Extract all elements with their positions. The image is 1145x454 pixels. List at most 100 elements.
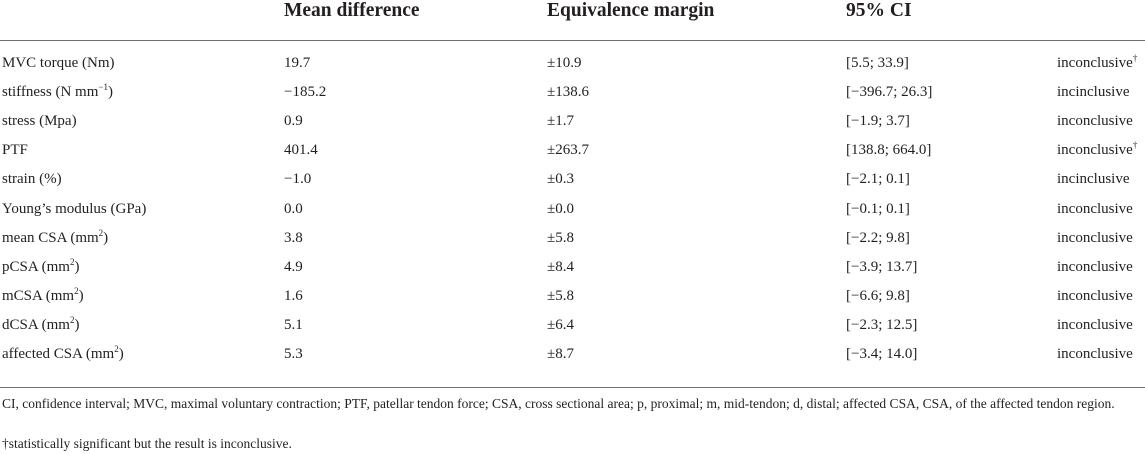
cell-ci: [−3.9; 13.7] [846,258,918,275]
cell-result: inconclusive† [1057,141,1137,159]
variable-label: stiffness (N mm [2,84,99,101]
cell-ci: [−2.2; 9.8] [846,229,910,246]
table-row: stiffness (N mm−1) −185.2 ±138.6 [−396.7; 2… [0,83,1145,112]
cell-result: inconclusive† [1057,54,1137,72]
unit-close: ) [74,316,80,333]
cell-variable: Young’s modulus (GPa) [2,200,146,218]
cell-variable: mean CSA (mm2) [2,227,109,247]
variable-label: stress (Mpa) [2,113,77,130]
variable-label: dCSA (mm [2,316,70,333]
cell-equivalence-margin: ±5.8 [547,229,574,246]
variable-label: strain (%) [2,171,62,188]
unit-close: ) [118,346,124,362]
table-row: PTF 401.4 ±263.7 [138.8; 664.0] inconclusive… [0,141,1145,170]
unit-superscript: 2 [114,344,119,354]
cell-ci: [−3.4; 14.0] [846,346,918,362]
dagger-text: statistically significant but the result… [8,436,292,451]
header-rule [0,40,1145,41]
cell-variable: pCSA (mm2) [2,256,80,276]
result-label: inconclusive [1057,113,1133,130]
cell-result: inconclusive [1057,200,1133,218]
cell-variable: stiffness (N mm−1) [2,83,113,101]
table-row: MVC torque (Nm) 19.7 ±10.9 [5.5; 33.9] incon… [0,54,1145,83]
result-label: inconclusive [1057,55,1133,71]
cell-result: inconclusive [1057,316,1133,334]
cell-result: inconclusive [1057,287,1133,305]
cell-equivalence-margin: ±263.7 [547,142,589,159]
result-label: inconclusive [1057,142,1133,159]
cell-equivalence-margin: ±5.8 [547,287,574,304]
cell-variable: mCSA (mm2) [2,285,84,305]
cell-mean-difference: 401.4 [284,142,318,159]
cell-variable: affected CSA (mm2) [2,345,124,363]
variable-label: pCSA (mm [2,258,70,275]
dagger-superscript: † [1132,140,1138,151]
cell-variable: stress (Mpa) [2,112,77,130]
bottom-rule [0,387,1145,388]
result-label: inconclusive [1057,229,1133,246]
unit-superscript: 2 [98,227,104,238]
result-label: inconclusive [1057,287,1133,304]
variable-label: Young’s modulus (GPa) [2,200,147,217]
cell-result: incinclusive [1057,170,1129,188]
result-label: incinclusive [1057,84,1130,101]
cell-result: inconclusive [1057,229,1133,247]
table-row: dCSA (mm2) 5.1 ±6.4 [−2.3; 12.5] inconclusiv… [0,314,1145,345]
unit-close: ) [103,229,109,246]
result-label: inconclusive [1057,258,1133,275]
table-row: mean CSA (mm2) 3.8 ±5.8 [−2.2; 9.8] inconclu… [0,227,1145,258]
cell-result: inconclusive [1057,112,1133,130]
cell-mean-difference: 19.7 [284,55,311,71]
cell-equivalence-margin: ±8.4 [547,258,574,275]
result-label: inconclusive [1057,346,1133,362]
header-95-ci: 95% CI [846,0,912,21]
unit-superscript: 2 [69,256,75,267]
table-row: Young’s modulus (GPa) 0.0 ±0.0 [−0.1; 0.1] i… [0,200,1145,229]
unit-superscript: 2 [74,285,79,296]
cell-mean-difference: 5.3 [284,346,303,362]
table-row: strain (%) −1.0 ±0.3 [−2.1; 0.1] incinclusiv… [0,170,1145,199]
cell-ci: [−2.3; 12.5] [846,316,918,333]
unit-close: ) [107,84,113,101]
cell-ci: [−1.9; 3.7] [846,113,910,130]
cell-result: inconclusive [1057,258,1133,276]
cell-ci: [5.5; 33.9] [846,55,909,71]
footnote-abbreviations: CI, confidence interval; MVC, maximal vo… [2,396,1115,411]
cell-mean-difference: 5.1 [284,316,303,333]
table-row: mCSA (mm2) 1.6 ±5.8 [−6.6; 9.8] inconclusive [0,285,1145,316]
cell-ci: [138.8; 664.0] [846,142,932,159]
table-header: Mean difference Equivalence margin 95% C… [0,0,1145,36]
variable-label: PTF [2,142,28,159]
table-row: affected CSA (mm2) 5.3 ±8.7 [−3.4; 14.0] inc… [0,345,1145,374]
variable-label: mCSA (mm [2,287,75,304]
header-mean-difference: Mean difference [284,0,420,21]
cell-mean-difference: 0.0 [284,200,303,217]
cell-ci: [−2.1; 0.1] [846,171,910,188]
table-row: stress (Mpa) 0.9 ±1.7 [−1.9; 3.7] inconclusi… [0,112,1145,141]
cell-variable: PTF [2,141,28,159]
result-label: incinclusive [1057,171,1130,188]
cell-mean-difference: −1.0 [284,171,312,188]
table-row: pCSA (mm2) 4.9 ±8.4 [−3.9; 13.7] inconclusiv… [0,256,1145,287]
footnote-dagger: †statistically significant but the resul… [2,434,1142,454]
unit-superscript: 2 [69,314,75,325]
variable-label: MVC torque (Nm) [2,55,115,71]
cell-variable: strain (%) [2,170,62,188]
dagger-mark: † [2,436,9,451]
cell-equivalence-margin: ±0.3 [547,171,574,188]
cell-mean-difference: 4.9 [284,258,303,275]
cell-equivalence-margin: ±6.4 [547,316,574,333]
result-label: inconclusive [1057,316,1133,333]
dagger-superscript: † [1132,53,1138,63]
cell-mean-difference: −185.2 [284,84,327,101]
variable-label: mean CSA (mm [2,229,99,246]
cell-ci: [−6.6; 9.8] [846,287,910,304]
cell-ci: [−396.7; 26.3] [846,84,933,101]
header-equivalence-margin: Equivalence margin [547,0,715,21]
cell-mean-difference: 0.9 [284,113,303,130]
cell-variable: dCSA (mm2) [2,314,80,334]
cell-equivalence-margin: ±1.7 [547,113,574,130]
unit-close: ) [78,287,84,304]
cell-mean-difference: 3.8 [284,229,303,246]
unit-close: ) [74,258,80,275]
